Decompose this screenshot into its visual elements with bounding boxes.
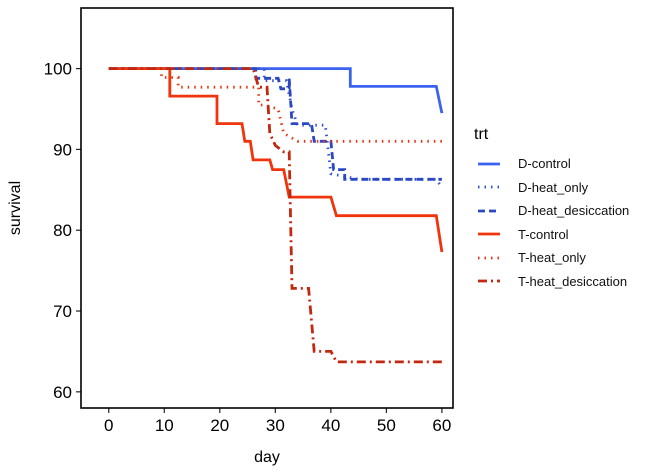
legend-label: D-heat_only	[518, 179, 589, 195]
y-axis-title: survival	[7, 181, 24, 235]
legend-label: T-heat_only	[518, 250, 586, 266]
legend-item: T-heat_desiccation	[474, 270, 629, 294]
legend-key-D-control	[478, 162, 500, 166]
legend-item: T-control	[474, 223, 629, 247]
legend-key-T-heat_desiccation	[478, 279, 500, 283]
x-tick-label: 40	[321, 416, 340, 435]
legend-key-T-heat_only	[478, 256, 500, 260]
legend-key-D-heat_only	[478, 185, 500, 189]
y-tick-label: 90	[53, 140, 72, 159]
legend-key-D-heat_desiccation	[478, 209, 500, 213]
series-lines	[108, 67, 444, 364]
legend-item: T-heat_only	[474, 246, 629, 270]
legend-item: D-control	[474, 152, 629, 176]
series-line-D-heat_only	[108, 67, 444, 189]
x-tick-label: 60	[432, 416, 451, 435]
x-tick-label: 20	[210, 416, 229, 435]
x-tick-label: 50	[377, 416, 396, 435]
legend-title: trt	[474, 126, 489, 143]
plot-panel-border	[80, 7, 454, 409]
series-line-D-control	[108, 67, 444, 114]
x-tick-label: 0	[104, 416, 113, 435]
legend: trt D-control D-heat_only D-heat_desiccati…	[474, 126, 629, 293]
legend-items: D-control D-heat_only D-heat_desiccation T-…	[474, 152, 629, 293]
y-tick-label: 60	[53, 383, 72, 402]
y-tick-label: 70	[53, 302, 72, 321]
series-line-D-heat_desiccation	[108, 67, 442, 181]
legend-label: T-heat_desiccation	[518, 273, 628, 289]
x-axis-title: day	[254, 449, 280, 466]
legend-key-T-control	[478, 232, 500, 236]
legend-label: D-heat_desiccation	[518, 203, 630, 219]
x-tick-label: 30	[266, 416, 285, 435]
y-tick-label: 100	[44, 60, 72, 79]
legend-label: T-control	[518, 226, 569, 242]
legend-item: D-heat_desiccation	[474, 199, 629, 223]
y-tick-label: 80	[53, 221, 72, 240]
x-tick-label: 10	[155, 416, 174, 435]
series-line-T-heat_desiccation	[108, 67, 442, 364]
legend-item: D-heat_only	[474, 176, 629, 200]
legend-label: D-control	[518, 156, 571, 172]
series-line-T-control	[108, 67, 444, 253]
axis-ticks: 0 10 20 30 40 50 60 60 70 80 90 100	[44, 60, 452, 435]
